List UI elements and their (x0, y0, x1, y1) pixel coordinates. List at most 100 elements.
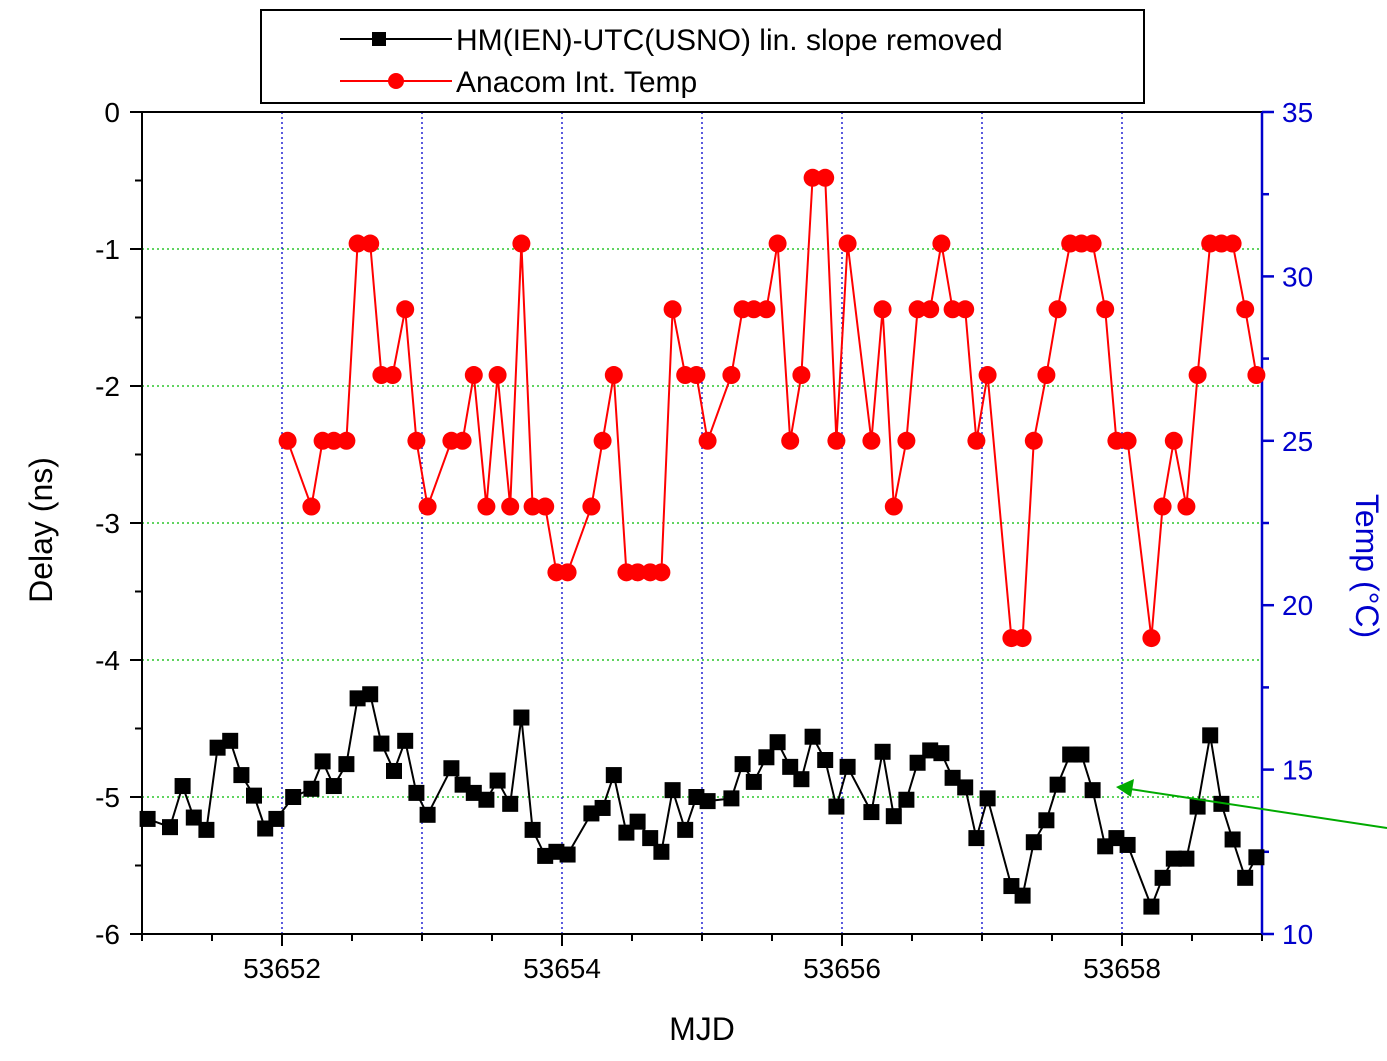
temp-point (501, 497, 520, 516)
delay-point (1014, 887, 1031, 904)
delay-point (502, 795, 519, 812)
temp-point (652, 563, 671, 582)
annotation (1116, 779, 1387, 829)
delay-point (653, 843, 670, 860)
y2-tick-label: 15 (1282, 755, 1313, 786)
temp-point (698, 431, 717, 450)
temp-point (523, 497, 542, 516)
temp-point (897, 431, 916, 450)
y-tick-label: -5 (95, 782, 120, 813)
delay-point (839, 758, 856, 775)
temp-point (418, 497, 437, 516)
delay-point (828, 798, 845, 815)
temp-point (1024, 431, 1043, 450)
temp-point (302, 497, 321, 516)
temp-point (1083, 234, 1102, 253)
legend-marker-delay (372, 32, 386, 46)
temp-point (582, 497, 601, 516)
delay-point (268, 810, 285, 827)
legend-label-temp: Anacom Int. Temp (456, 66, 697, 99)
delay-point (162, 819, 178, 836)
temp-point (407, 431, 426, 450)
temp-point (967, 431, 986, 450)
y-tick-label: 0 (104, 97, 120, 128)
temp-point (827, 431, 846, 450)
delay-point (513, 709, 530, 726)
temp-point (956, 300, 975, 319)
y-tick-label: -6 (95, 919, 120, 950)
delay-point (478, 791, 495, 808)
temp-point (1118, 431, 1137, 450)
delay-point (559, 846, 576, 863)
delay-point (957, 779, 974, 796)
temp-point (453, 431, 472, 450)
temp-point (383, 366, 402, 385)
delay-point (443, 760, 460, 777)
delay-point (1073, 746, 1090, 763)
x-tick-label: 53654 (523, 953, 601, 984)
delay-point (605, 767, 622, 784)
temp-point (978, 366, 997, 385)
y2-tick-label: 25 (1282, 426, 1313, 457)
y2-tick-label: 35 (1282, 97, 1313, 128)
legend-box (260, 9, 1145, 104)
temp-point (781, 431, 800, 450)
delay-point (874, 743, 891, 760)
delay-point (419, 806, 436, 823)
delay-point (222, 732, 239, 749)
delay-point (817, 752, 834, 769)
delay-point (198, 821, 215, 838)
y2-tick-label: 20 (1282, 590, 1313, 621)
temp-point (816, 168, 835, 187)
delay-point (782, 758, 799, 775)
delay-point (979, 790, 996, 807)
temp-point (1037, 366, 1056, 385)
temp-point (337, 431, 356, 450)
temp-point (873, 300, 892, 319)
temp-point (477, 497, 496, 516)
temp-point (921, 300, 940, 319)
delay-point (1178, 850, 1195, 867)
delay-point (1143, 898, 1160, 915)
delay-point (209, 739, 226, 756)
temp-point (722, 366, 741, 385)
delay-point (769, 734, 786, 751)
temp-point (838, 234, 857, 253)
delay-point (629, 813, 646, 830)
temp-point (884, 497, 903, 516)
delay-point (594, 799, 611, 816)
temp-point (768, 234, 787, 253)
temp-point (488, 366, 507, 385)
delay-point (325, 778, 342, 795)
annotation-arrow-head (1116, 779, 1134, 797)
temp-point (348, 234, 367, 253)
axes: 53652 53654 53656 53658 0 -1 -2 -3 -4 -5 -6 35 30 25 2… (95, 97, 1313, 984)
delay-point (1038, 812, 1055, 829)
delay-point (1202, 727, 1219, 744)
temp-point (593, 431, 612, 450)
temp-point (512, 234, 531, 253)
y-tick-label: -2 (95, 371, 120, 402)
delay-point (933, 745, 950, 762)
temp-point (757, 300, 776, 319)
delay-point (349, 690, 366, 707)
y-axis-label: Delay (ns) (23, 457, 59, 603)
delay-point (338, 756, 355, 773)
temp-point (1153, 497, 1172, 516)
legend-marker-temp (388, 73, 404, 89)
y2-tick-label: 10 (1282, 919, 1313, 950)
temp-point (628, 563, 647, 582)
delay-point (699, 793, 716, 810)
temp-point (862, 431, 881, 450)
temp-point (663, 300, 682, 319)
delay-point (303, 780, 320, 797)
delay-point (397, 732, 414, 749)
temp-point (464, 366, 483, 385)
temp-point (1164, 431, 1183, 450)
delay-point (174, 778, 191, 795)
delay-point (1084, 782, 1101, 799)
delay-point (1025, 834, 1042, 851)
delay-point (408, 784, 425, 801)
delay-point (246, 787, 262, 804)
temp-point (604, 366, 623, 385)
